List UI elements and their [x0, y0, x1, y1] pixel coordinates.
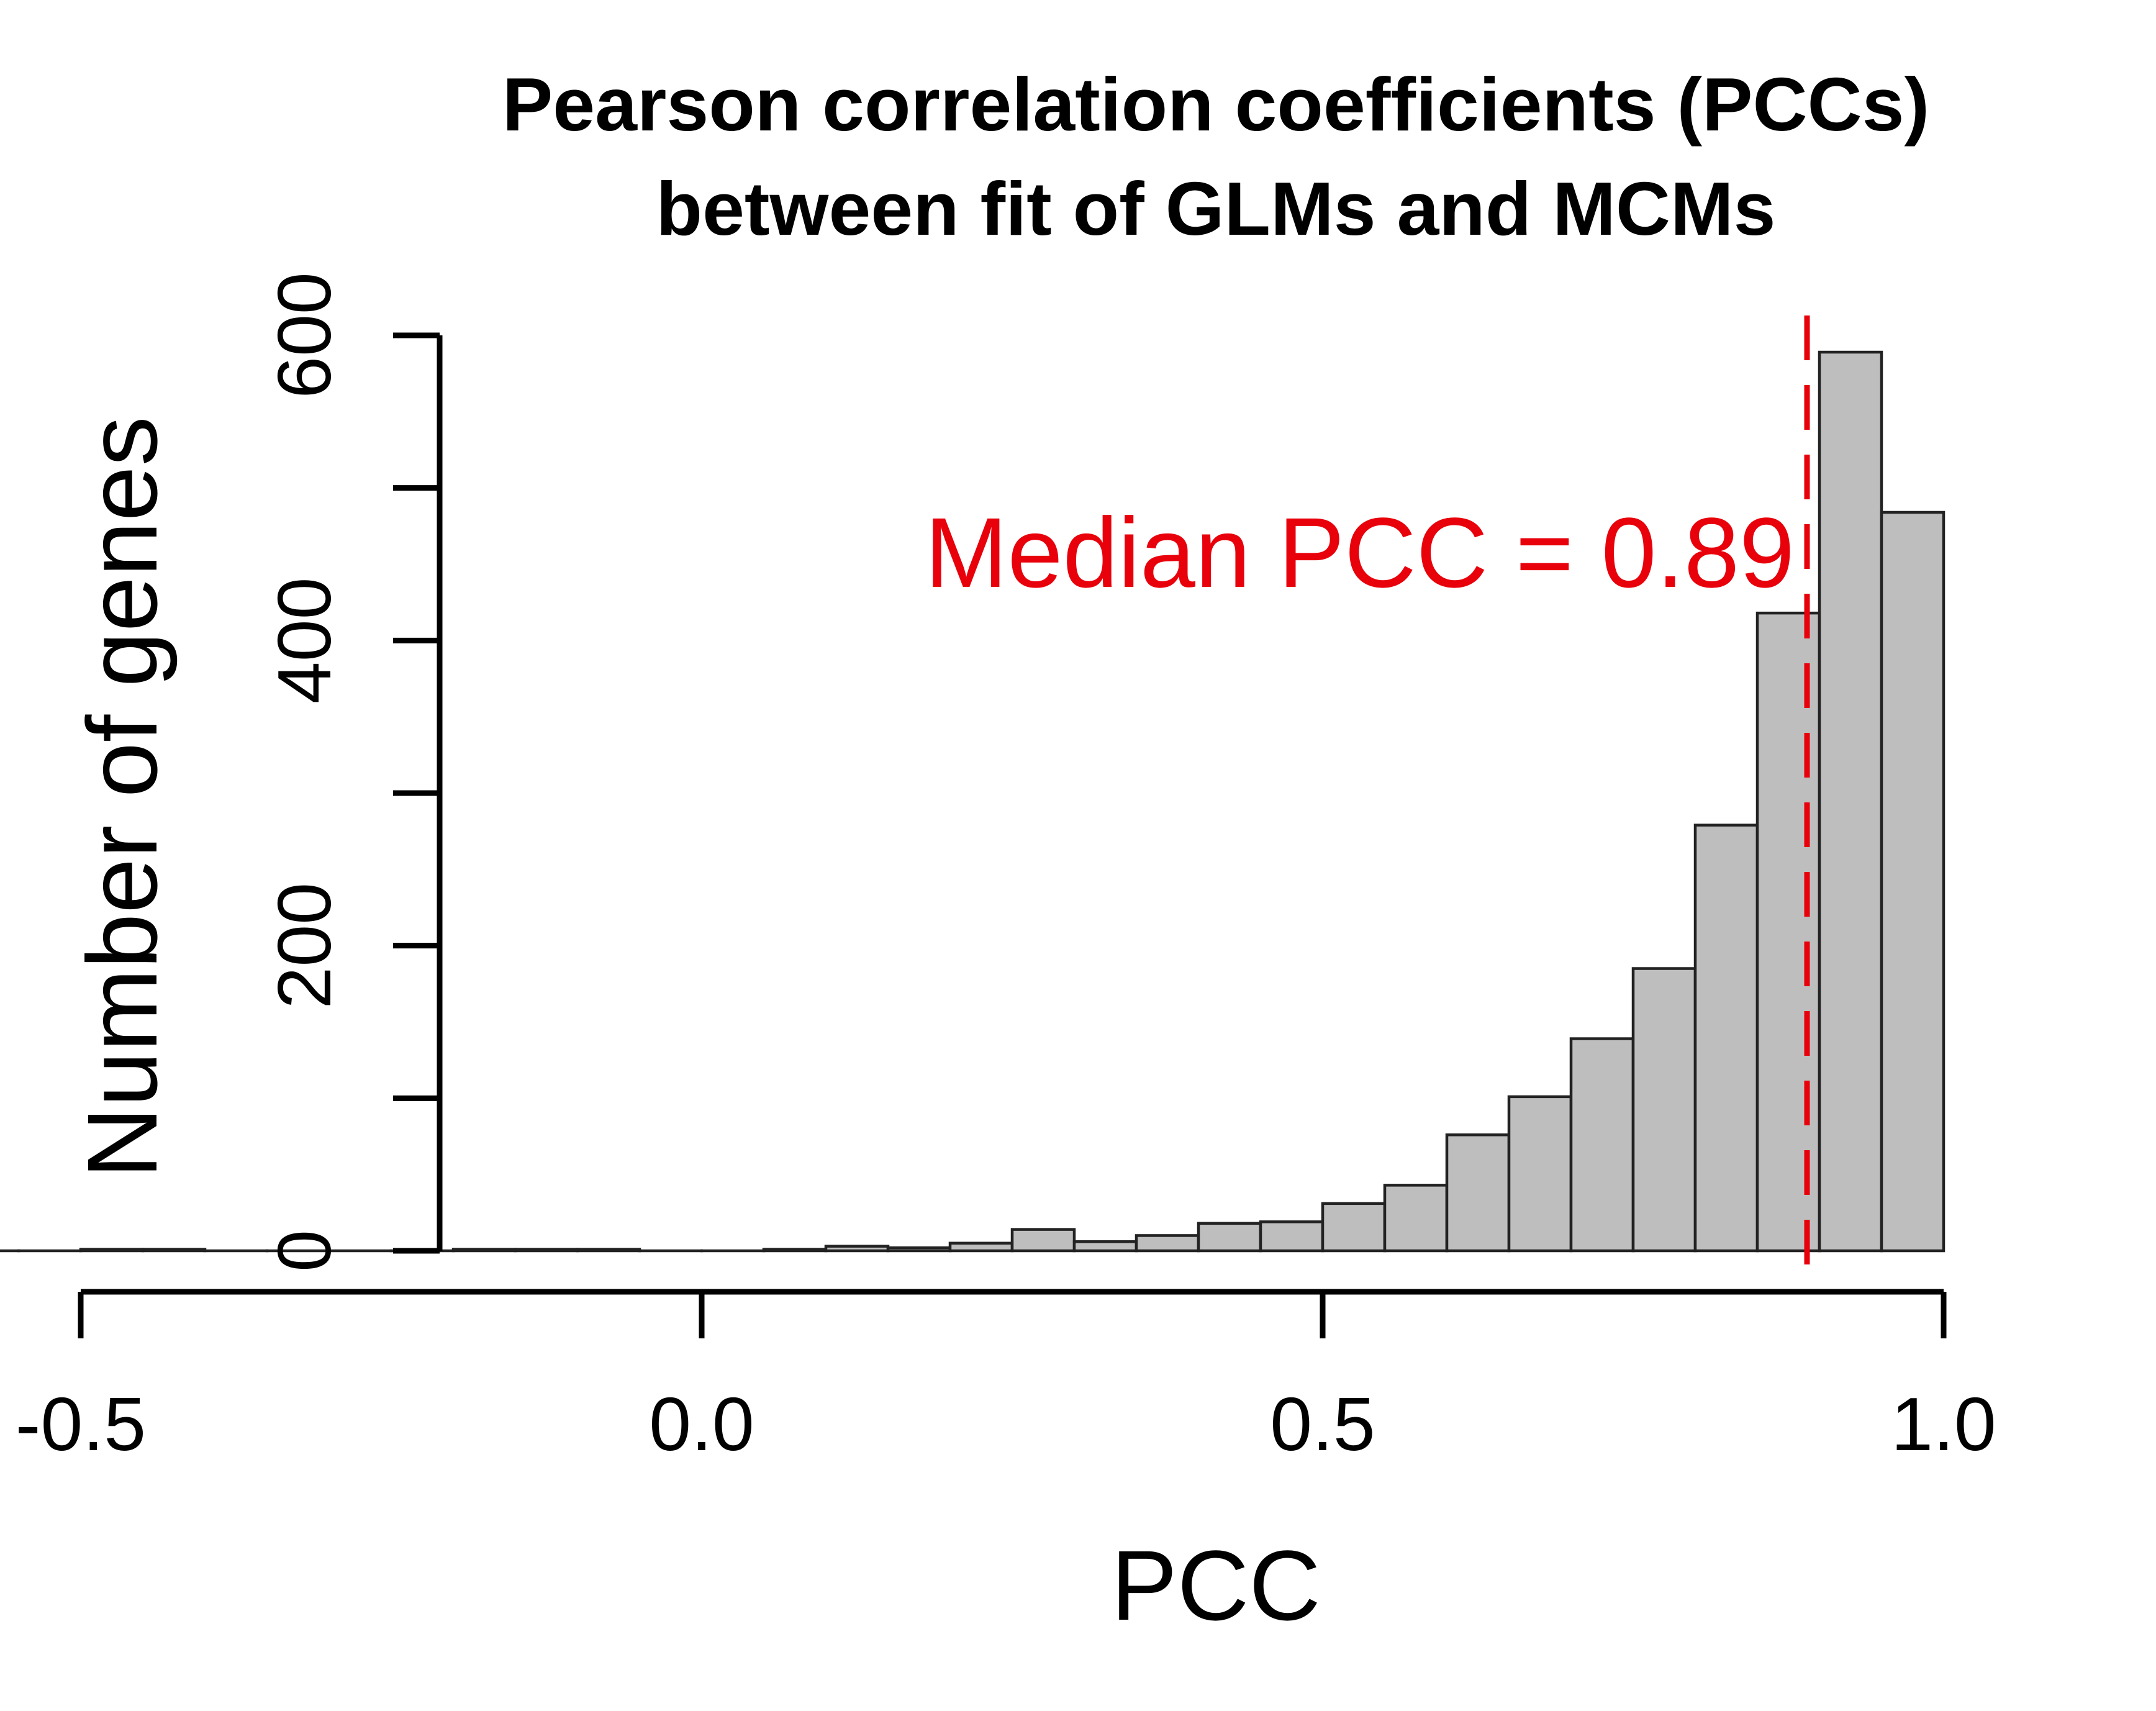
y-tick-label: 200 [262, 883, 346, 1009]
histogram-bar [1072, 1240, 1138, 1253]
histogram-bar [1383, 1184, 1449, 1253]
median-annotation: Median PCC = 0.89 [925, 497, 1795, 608]
y-tick-label: 600 [262, 272, 346, 399]
histogram-bar [576, 1248, 641, 1253]
histogram-bars [0, 350, 1945, 1253]
y-axis-label: Number of genes [66, 416, 178, 1178]
histogram-bar [762, 1248, 828, 1253]
histogram-bar [1818, 350, 1883, 1253]
x-tick-label: 0.0 [649, 1382, 754, 1466]
histogram-bar [824, 1245, 890, 1253]
histogram-bar [1321, 1202, 1387, 1253]
histogram-bar [1693, 824, 1759, 1253]
y-axis: 0 200 400 600 [262, 272, 443, 1272]
histogram-bar [1880, 511, 1945, 1253]
histogram-bar [451, 1248, 517, 1253]
histogram-bar [79, 1248, 145, 1253]
histogram-bar [1259, 1220, 1325, 1253]
histogram-bar [948, 1241, 1014, 1253]
x-tick-label: 1.0 [1891, 1382, 1996, 1466]
x-tick-label: -0.5 [16, 1382, 146, 1466]
histogram-bar [1010, 1228, 1076, 1253]
y-tick-label: 400 [262, 578, 346, 704]
histogram-bar [1755, 611, 1821, 1253]
histogram-bar [1569, 1037, 1635, 1253]
x-axis-label: PCC [1111, 1530, 1321, 1641]
histogram-bar [1507, 1095, 1573, 1253]
y-tick-label: 0 [262, 1230, 346, 1272]
histogram-bar [1135, 1234, 1200, 1253]
histogram-bar [1631, 967, 1697, 1253]
chart-title: Pearson correlation coefficients (PCCs) … [502, 62, 1929, 251]
histogram-bar [514, 1248, 579, 1253]
histogram-bar [141, 1248, 207, 1253]
histogram-bar [886, 1246, 952, 1253]
chart-title-line-2: between fit of GLMs and MCMs [656, 166, 1776, 251]
chart-title-line-1: Pearson correlation coefficients (PCCs) [502, 62, 1929, 147]
x-axis: -0.5 0.0 0.5 1.0 [16, 1289, 1996, 1466]
histogram-bar [1445, 1133, 1511, 1253]
histogram-bar [1197, 1222, 1262, 1253]
x-tick-label: 0.5 [1270, 1382, 1375, 1466]
